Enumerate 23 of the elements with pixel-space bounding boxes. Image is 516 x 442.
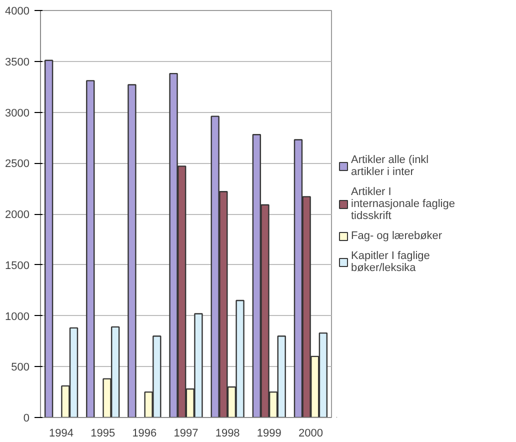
legend-label: Artikler alle (inkl artikler i inter (351, 154, 429, 178)
x-tick-label: 1996 (132, 428, 157, 440)
y-tick-label: 3500 (5, 56, 30, 68)
y-tick-label: 4000 (5, 6, 30, 18)
legend-label: Artikler I internasjonale faglige tidsskrift (351, 186, 455, 222)
y-tick-label: 2000 (5, 209, 30, 221)
y-tick-label: 2500 (5, 158, 30, 170)
x-tick-label: 1995 (90, 428, 116, 440)
bar (44, 60, 54, 418)
x-tick-label: 1999 (256, 428, 282, 440)
bar (128, 84, 136, 418)
legend-label: Fag- og lærebøker (351, 230, 442, 242)
x-tick-label: 1994 (49, 428, 74, 440)
y-tick-label: 500 (11, 362, 30, 374)
x-tick-label: 1998 (215, 428, 240, 440)
y-tick-label: 0 (23, 412, 30, 424)
bar (86, 80, 95, 418)
x-tick-label: 1997 (174, 428, 198, 440)
legend-label: Kapitler I faglige bøker/leksika (351, 250, 430, 274)
x-tick-label: 2000 (298, 428, 323, 440)
y-tick-label: 1500 (5, 260, 30, 272)
y-tick-label: 3000 (5, 107, 30, 120)
y-tick-label: 1000 (5, 310, 30, 323)
